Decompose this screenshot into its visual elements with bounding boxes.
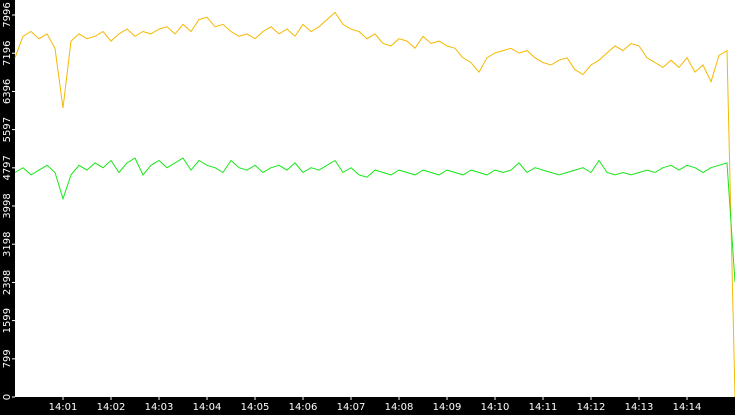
x-tick-label: 14:04 <box>193 402 222 413</box>
x-tick-label: 14:14 <box>673 402 702 413</box>
x-tick-label: 14:05 <box>241 402 270 413</box>
y-tick-label: 1599 <box>2 308 13 333</box>
series-line <box>14 157 735 283</box>
series-line <box>14 11 735 398</box>
y-tick-label: 4797 <box>2 155 13 180</box>
x-tick-label: 14:02 <box>97 402 126 413</box>
y-tick-label: 7196 <box>2 40 13 65</box>
x-tick-label: 14:01 <box>49 402 78 413</box>
x-tick-label: 14:09 <box>433 402 462 413</box>
x-tick-label: 14:08 <box>385 402 414 413</box>
y-tick-label: 6396 <box>2 79 13 104</box>
x-tick-label: 14:06 <box>289 402 318 413</box>
y-tick-label: 7996 <box>2 2 13 27</box>
x-tick-label: 14:03 <box>145 402 174 413</box>
y-tick-label: 3998 <box>2 193 13 218</box>
y-tick-label: 3198 <box>2 231 13 256</box>
x-tick-label: 14:13 <box>625 402 654 413</box>
x-tick-label: 14:12 <box>577 402 606 413</box>
x-tick-label: 14:10 <box>481 402 510 413</box>
x-tick-label: 14:07 <box>337 402 366 413</box>
y-tick-label: 0 <box>2 394 13 400</box>
plot-area <box>15 0 735 397</box>
y-tick-label: 5597 <box>2 117 13 142</box>
y-tick-label: 2398 <box>2 270 13 295</box>
x-tick-label: 14:11 <box>529 402 558 413</box>
y-tick-label: 799 <box>2 349 13 368</box>
